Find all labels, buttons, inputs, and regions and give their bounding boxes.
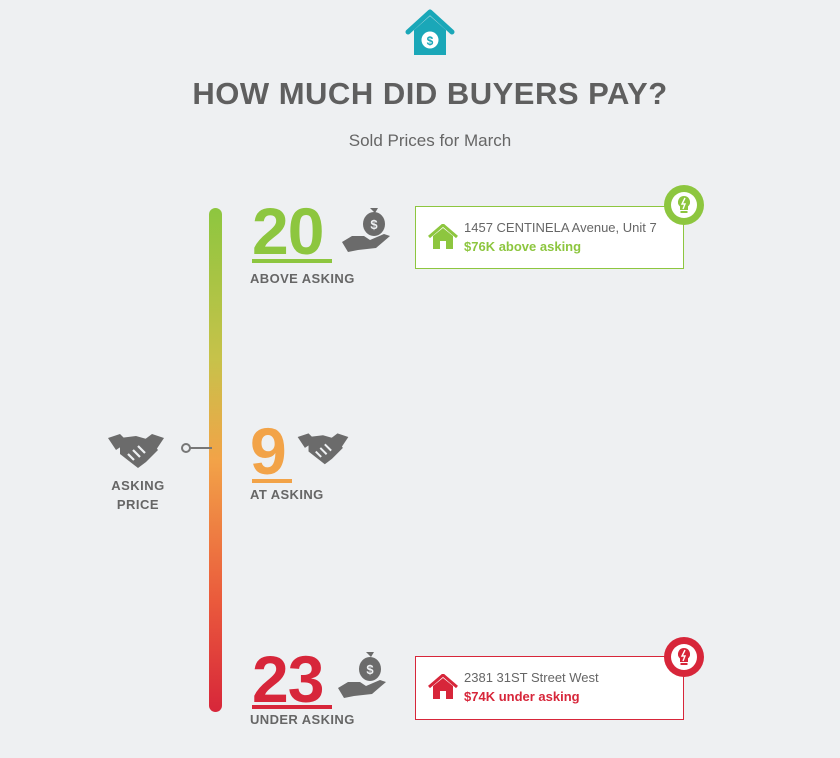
asking-price-pointer [181,443,212,453]
at-asking-underline [252,479,292,483]
asking-price-label-line2: PRICE [116,497,160,512]
asking-price-label: ASKING PRICE [96,476,180,514]
house-dollar-icon: $ [405,9,455,55]
at-asking-label: AT ASKING [250,487,324,502]
top-sale-badge [664,185,704,225]
above-asking-underline [252,259,332,263]
house-icon [428,674,458,699]
top-sale-difference: $76K above asking [464,239,582,254]
svg-text:$: $ [366,662,374,677]
under-asking-underline [252,705,332,709]
above-asking-label: ABOVE ASKING [250,271,355,286]
price-scale-bar [209,208,222,712]
svg-text:$: $ [427,34,434,48]
page-title: HOW MUCH DID BUYERS PAY? [192,76,668,111]
bottom-sale-badge [664,637,704,677]
top-sale-address: 1457 CENTINELA Avenue, Unit 7 [464,220,657,235]
bottom-sale-address: 2381 31ST Street West [464,670,599,685]
asking-price-label-line1: ASKING [111,478,165,493]
bottom-sale-card[interactable]: 2381 31ST Street West $74K under asking [415,656,684,720]
above-asking-count: 20 [252,194,324,268]
svg-text:$: $ [370,217,378,232]
top-sale-card[interactable]: 1457 CENTINELA Avenue, Unit 7 $76K above… [415,206,684,269]
handshake-icon [297,433,349,465]
handshake-icon [108,434,164,468]
house-icon [428,224,458,249]
under-asking-count: 23 [252,642,324,716]
lightbulb-icon [671,644,697,670]
at-asking-count: 9 [250,414,287,488]
hand-money-bag-icon: $ [338,652,386,698]
page-subtitle: Sold Prices for March [348,131,512,150]
under-asking-label: UNDER ASKING [250,712,355,727]
bottom-sale-difference: $74K under asking [464,689,580,704]
hand-money-bag-icon: $ [342,208,390,252]
lightbulb-icon [671,192,697,218]
